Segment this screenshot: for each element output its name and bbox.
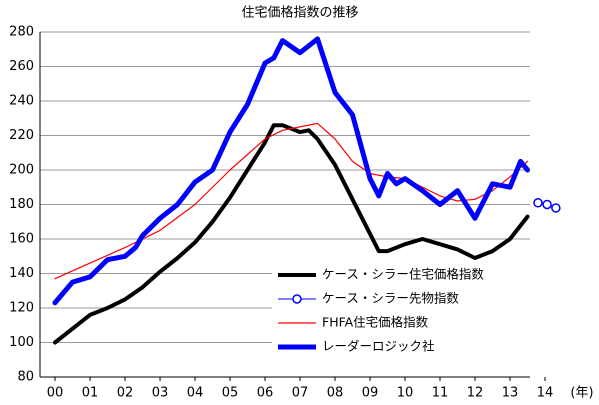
x-tick-label: 04 [187,386,204,401]
y-tick-label: 180 [9,197,34,212]
y-tick-label: 260 [9,59,34,74]
legend-label: レーダーロジック社 [322,339,435,354]
x-tick-label: 14 [537,386,554,401]
x-tick-label: 01 [82,386,99,401]
x-tick-label: 07 [292,386,309,401]
x-axis-label: (年) [570,386,593,401]
y-tick-label: 220 [9,128,34,143]
x-tick-label: 02 [117,386,134,401]
marker [542,199,552,210]
legend-marker [292,294,302,304]
marker [533,198,543,208]
x-tick-label: 05 [222,386,239,401]
x-tick-label: 09 [362,386,379,401]
y-tick-label: 100 [9,335,34,350]
chart-title: 住宅価格指数の推移 [241,5,358,21]
y-tick-label: 160 [9,232,34,247]
x-tick-label: 00 [47,386,64,401]
y-tick-label: 120 [9,301,34,316]
y-tick-label: 140 [9,266,34,281]
x-tick-label: 08 [327,386,344,401]
legend-label: ケース・シラー住宅価格指数 [322,267,484,282]
x-tick-label: 11 [432,386,449,401]
x-tick-label: 06 [257,386,274,401]
series-line [53,123,530,345]
x-tick-label: 03 [152,386,169,401]
x-tick-label: 13 [502,386,519,401]
x-tick-label: 10 [397,386,414,401]
y-tick-label: 240 [9,94,34,109]
y-tick-label: 200 [9,163,34,178]
legend-label: FHFA住宅価格指数 [322,315,429,330]
legend-label: ケース・シラー先物指数 [322,291,459,306]
y-tick-label: 80 [17,370,34,385]
y-tick-label: 280 [9,25,34,40]
marker [551,203,561,213]
x-tick-label: 12 [467,386,484,401]
series-line [52,36,530,306]
